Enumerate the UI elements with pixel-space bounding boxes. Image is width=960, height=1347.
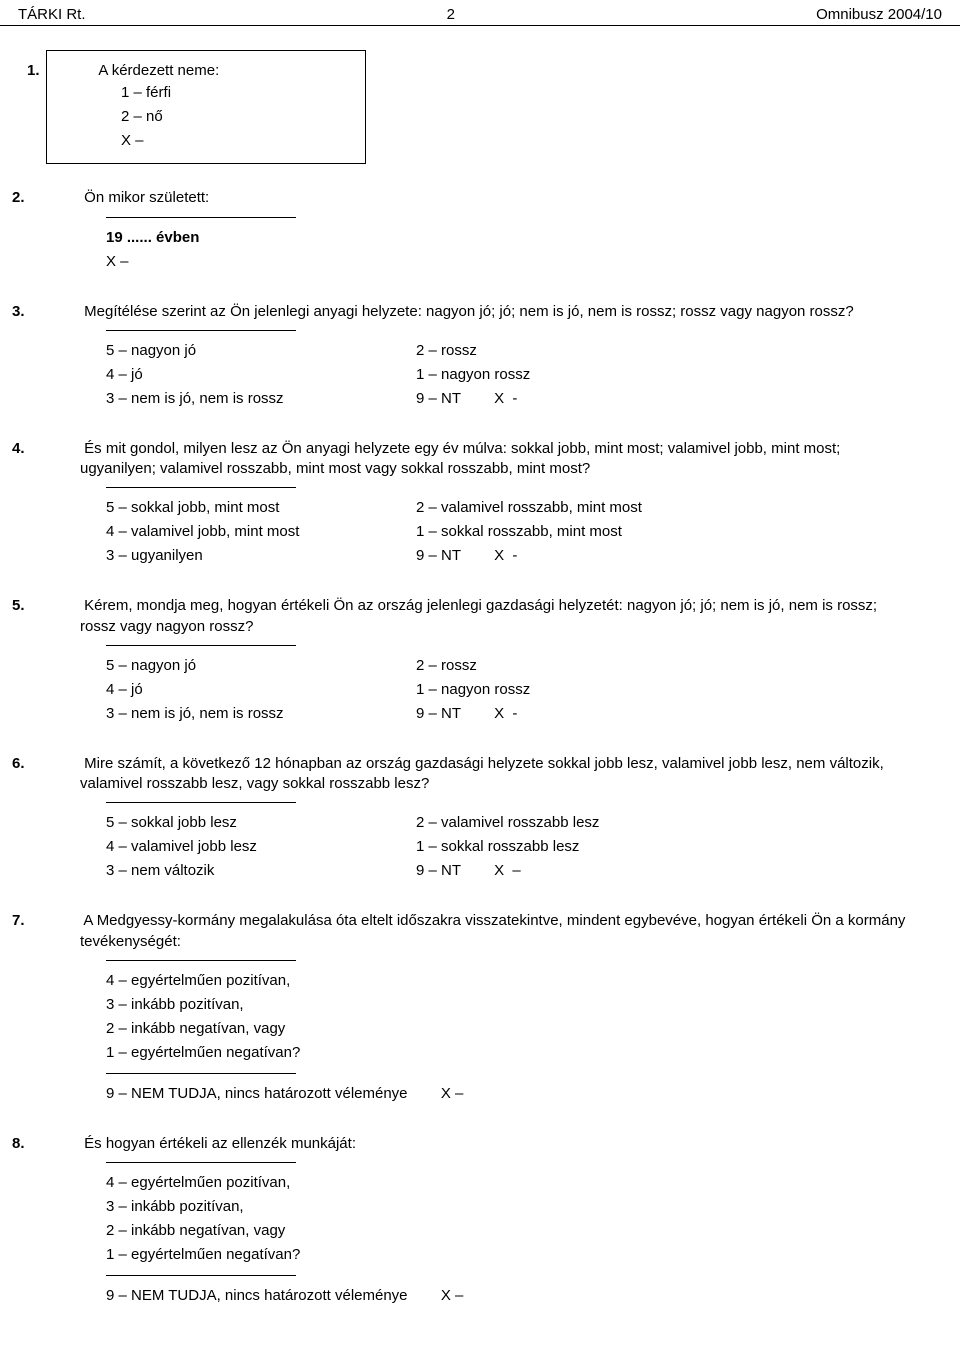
options-left: 5 – nagyon jó 4 – jó 3 – nem is jó, nem … bbox=[106, 339, 416, 411]
option: 3 – ugyanilyen bbox=[106, 544, 416, 568]
question-3-title: 3. Megítélése szerint az Ön jelenlegi an… bbox=[80, 302, 914, 322]
question-number: 5. bbox=[46, 596, 80, 616]
divider bbox=[106, 1073, 296, 1074]
option-nt: 9 – NT X – bbox=[416, 859, 914, 883]
options-right: 2 – rossz 1 – nagyon rossz 9 – NT X - bbox=[416, 654, 914, 726]
option: 1 – nagyon rossz bbox=[416, 678, 914, 702]
options-right: 2 – rossz 1 – nagyon rossz 9 – NT X - bbox=[416, 339, 914, 411]
question-4: 4. És mit gondol, milyen lesz az Ön anya… bbox=[46, 439, 914, 569]
question-text: Ön mikor született: bbox=[84, 189, 209, 206]
q4-options: 5 – sokkal jobb, mint most 4 – valamivel… bbox=[106, 496, 914, 568]
question-text: A kérdezett neme: bbox=[98, 62, 219, 79]
q3-options: 5 – nagyon jó 4 – jó 3 – nem is jó, nem … bbox=[106, 339, 914, 411]
question-number: 8. bbox=[46, 1134, 80, 1154]
q2-option: X – bbox=[106, 250, 914, 274]
question-text: Mire számít, a következő 12 hónapban az … bbox=[80, 755, 884, 792]
header-page-number: 2 bbox=[447, 6, 455, 23]
q1-option: X – bbox=[121, 129, 351, 153]
option: 2 – rossz bbox=[416, 654, 914, 678]
option: 2 – inkább negatívan, vagy bbox=[106, 1219, 914, 1243]
option: 3 – nem is jó, nem is rossz bbox=[106, 702, 416, 726]
option: 5 – sokkal jobb, mint most bbox=[106, 496, 416, 520]
q6-options: 5 – sokkal jobb lesz 4 – valamivel jobb … bbox=[106, 811, 914, 883]
option-nt: 9 – NEM TUDJA, nincs határozott vélemény… bbox=[106, 1082, 914, 1106]
question-number: 2. bbox=[46, 188, 80, 208]
question-6-title: 6. Mire számít, a következő 12 hónapban … bbox=[80, 754, 914, 795]
options-right: 2 – valamivel rosszabb, mint most 1 – so… bbox=[416, 496, 914, 568]
option: 2 – rossz bbox=[416, 339, 914, 363]
divider bbox=[106, 330, 296, 331]
option: 4 – egyértelműen pozitívan, bbox=[106, 969, 914, 993]
question-text: A Medgyessy-kormány megalakulása óta elt… bbox=[80, 912, 905, 949]
question-8: 8. És hogyan értékeli az ellenzék munkáj… bbox=[46, 1134, 914, 1308]
option: 4 – valamivel jobb, mint most bbox=[106, 520, 416, 544]
option: 4 – jó bbox=[106, 678, 416, 702]
option: 1 – egyértelműen negatívan? bbox=[106, 1041, 914, 1065]
q1-option: 2 – nő bbox=[121, 105, 351, 129]
question-2: 2. Ön mikor született: 19 ...... évben X… bbox=[46, 188, 914, 273]
option: 1 – nagyon rossz bbox=[416, 363, 914, 387]
option: 1 – egyértelműen negatívan? bbox=[106, 1243, 914, 1267]
options-right: 2 – valamivel rosszabb lesz 1 – sokkal r… bbox=[416, 811, 914, 883]
question-text: Kérem, mondja meg, hogyan értékeli Ön az… bbox=[80, 597, 877, 634]
header-left: TÁRKI Rt. bbox=[18, 6, 86, 23]
option: 2 – valamivel rosszabb, mint most bbox=[416, 496, 914, 520]
option-nt: 9 – NEM TUDJA, nincs határozott vélemény… bbox=[106, 1284, 914, 1308]
divider bbox=[106, 217, 296, 218]
option: 4 – jó bbox=[106, 363, 416, 387]
question-1-title: 1. A kérdezett neme: bbox=[95, 61, 351, 81]
question-7: 7. A Medgyessy-kormány megalakulása óta … bbox=[46, 911, 914, 1106]
question-8-title: 8. És hogyan értékeli az ellenzék munkáj… bbox=[80, 1134, 914, 1154]
option-nt: 9 – NT X - bbox=[416, 702, 914, 726]
q2-year-value: 19 ...... évben bbox=[106, 229, 199, 246]
option-nt: 9 – NT X - bbox=[416, 387, 914, 411]
question-3: 3. Megítélése szerint az Ön jelenlegi an… bbox=[46, 302, 914, 411]
option: 2 – valamivel rosszabb lesz bbox=[416, 811, 914, 835]
divider bbox=[106, 960, 296, 961]
divider bbox=[106, 802, 296, 803]
option: 3 – inkább pozitívan, bbox=[106, 1195, 914, 1219]
option: 3 – inkább pozitívan, bbox=[106, 993, 914, 1017]
option: 2 – inkább negatívan, vagy bbox=[106, 1017, 914, 1041]
divider bbox=[106, 1275, 296, 1276]
question-1-box: 1. A kérdezett neme: 1 – férfi 2 – nő X … bbox=[46, 50, 366, 164]
question-2-title: 2. Ön mikor született: bbox=[80, 188, 914, 208]
option: 5 – nagyon jó bbox=[106, 654, 416, 678]
option: 1 – sokkal rosszabb lesz bbox=[416, 835, 914, 859]
divider bbox=[106, 645, 296, 646]
option: 1 – sokkal rosszabb, mint most bbox=[416, 520, 914, 544]
option: 3 – nem változik bbox=[106, 859, 416, 883]
option: 4 – valamivel jobb lesz bbox=[106, 835, 416, 859]
question-number: 6. bbox=[46, 754, 80, 774]
question-number: 1. bbox=[61, 61, 95, 81]
q2-year: 19 ...... évben bbox=[106, 226, 914, 250]
question-5-title: 5. Kérem, mondja meg, hogyan értékeli Ön… bbox=[80, 596, 914, 637]
divider bbox=[106, 487, 296, 488]
question-number: 3. bbox=[46, 302, 80, 322]
option: 5 – sokkal jobb lesz bbox=[106, 811, 416, 835]
document-body: 1. A kérdezett neme: 1 – férfi 2 – nő X … bbox=[0, 26, 960, 1346]
question-text: És mit gondol, milyen lesz az Ön anyagi … bbox=[80, 440, 840, 477]
question-6: 6. Mire számít, a következő 12 hónapban … bbox=[46, 754, 914, 884]
option-nt: 9 – NT X - bbox=[416, 544, 914, 568]
question-7-title: 7. A Medgyessy-kormány megalakulása óta … bbox=[80, 911, 914, 952]
q5-options: 5 – nagyon jó 4 – jó 3 – nem is jó, nem … bbox=[106, 654, 914, 726]
header-right: Omnibusz 2004/10 bbox=[816, 6, 942, 23]
option: 5 – nagyon jó bbox=[106, 339, 416, 363]
question-number: 4. bbox=[46, 439, 80, 459]
question-text: Megítélése szerint az Ön jelenlegi anyag… bbox=[84, 303, 854, 320]
page-header: TÁRKI Rt. 2 Omnibusz 2004/10 bbox=[0, 0, 960, 26]
question-number: 7. bbox=[46, 911, 80, 931]
options-left: 5 – nagyon jó 4 – jó 3 – nem is jó, nem … bbox=[106, 654, 416, 726]
question-5: 5. Kérem, mondja meg, hogyan értékeli Ön… bbox=[46, 596, 914, 726]
option: 3 – nem is jó, nem is rossz bbox=[106, 387, 416, 411]
option: 4 – egyértelműen pozitívan, bbox=[106, 1171, 914, 1195]
divider bbox=[106, 1162, 296, 1163]
q1-option: 1 – férfi bbox=[121, 81, 351, 105]
options-left: 5 – sokkal jobb, mint most 4 – valamivel… bbox=[106, 496, 416, 568]
question-4-title: 4. És mit gondol, milyen lesz az Ön anya… bbox=[80, 439, 914, 480]
options-left: 5 – sokkal jobb lesz 4 – valamivel jobb … bbox=[106, 811, 416, 883]
question-text: És hogyan értékeli az ellenzék munkáját: bbox=[84, 1135, 356, 1152]
